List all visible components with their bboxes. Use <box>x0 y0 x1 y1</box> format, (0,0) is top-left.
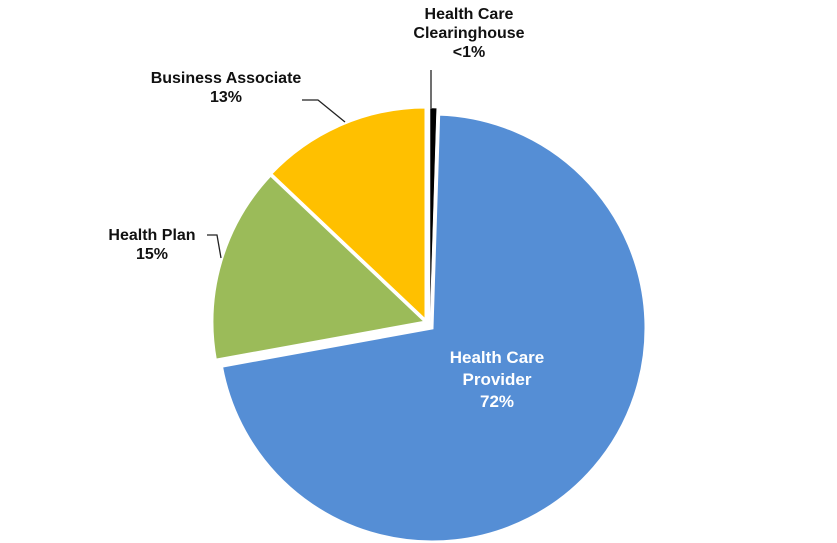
label-health-plan-name: Health Plan <box>108 227 196 244</box>
label-health-plan-value: 15% <box>135 246 169 263</box>
label-clearinghouse: Health Care Clearinghouse <1% <box>399 5 539 62</box>
label-business-associate: Business Associate 13% <box>151 69 302 107</box>
label-provider-name: Health Care Provider <box>449 348 545 389</box>
pie-slice-health-care-clearinghouse <box>429 107 437 323</box>
label-provider-value: 72% <box>479 392 515 411</box>
label-provider: Health Care Provider 72% <box>437 347 557 413</box>
pie-slice-health-care-provider <box>219 112 648 543</box>
leader-line-health-plan <box>207 234 222 259</box>
label-business-associate-value: 13% <box>209 89 243 106</box>
label-health-plan: Health Plan 15% <box>108 226 195 264</box>
leader-line-business-associate <box>302 99 346 123</box>
label-clearinghouse-name: Health Care Clearinghouse <box>413 6 525 42</box>
pie-slice-health-plan <box>210 172 430 363</box>
label-business-associate-name: Business Associate <box>150 70 302 87</box>
label-clearinghouse-value: <1% <box>452 44 486 61</box>
pie-slice-business-associate <box>268 105 428 325</box>
